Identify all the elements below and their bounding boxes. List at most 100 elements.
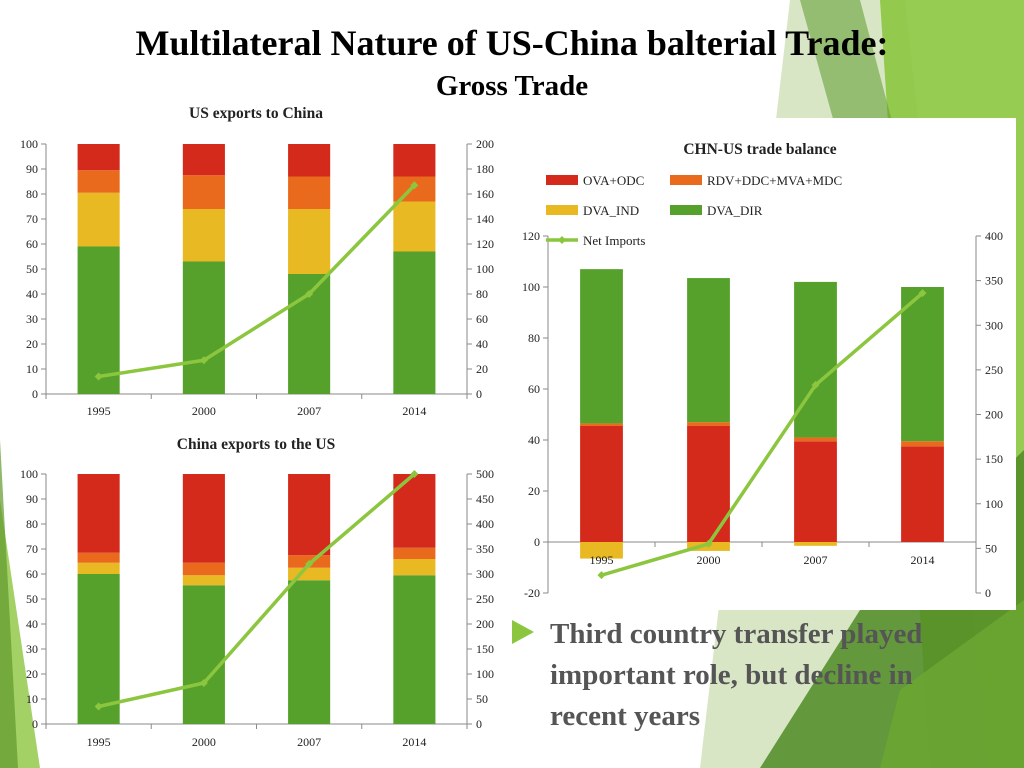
net-imports-marker — [199, 356, 208, 365]
bar-segment-dva-ind — [393, 559, 436, 576]
right-axis-tick-label: 300 — [476, 567, 494, 581]
right-axis-tick-label: 50 — [985, 541, 997, 555]
category-label: 2000 — [697, 553, 721, 567]
bar-segment-dva-dir — [687, 278, 730, 423]
left-axis-tick-label: 80 — [528, 331, 540, 345]
bar-segment-dva-dir — [77, 246, 120, 394]
category-label: 2014 — [402, 735, 426, 749]
left-axis-tick-label: 20 — [528, 484, 540, 498]
bar-segment-rdv-ddc-mva-mdc — [77, 552, 120, 563]
left-axis-tick-label: 50 — [26, 592, 38, 606]
right-axis-tick-label: 0 — [985, 586, 991, 600]
right-axis-tick-label: 60 — [476, 312, 488, 326]
right-axis-tick-label: 100 — [985, 497, 1003, 511]
category-label: 1995 — [87, 404, 111, 418]
bar-segment-rdv-ddc-mva-mdc — [687, 422, 730, 426]
bullet-arrow-icon — [512, 620, 534, 644]
bar-segment-rdv-ddc-mva-mdc — [77, 170, 120, 193]
bar-segment-dva-dir — [794, 281, 837, 438]
chart-title: US exports to China — [189, 105, 323, 122]
right-axis-tick-label: 200 — [476, 617, 494, 631]
bar-segment-dva-dir — [182, 585, 225, 724]
chart-title: CHN-US trade balance — [683, 141, 836, 158]
bar-segment-rdv-ddc-mva-mdc — [182, 175, 225, 209]
category-label: 2014 — [402, 404, 426, 418]
category-label: 2007 — [297, 735, 321, 749]
bar-segment-dva-ind — [77, 192, 120, 247]
right-axis-tick-label: 500 — [476, 467, 494, 481]
left-axis-tick-label: 50 — [26, 262, 38, 276]
bar-segment-ova-odc — [393, 144, 436, 177]
left-axis-tick-label: 90 — [26, 162, 38, 176]
category-label: 2000 — [192, 735, 216, 749]
legend-label: DVA_IND — [583, 203, 639, 218]
bar-segment-dva-dir — [580, 269, 623, 424]
category-label: 2014 — [911, 553, 935, 567]
left-axis-tick-label: 100 — [20, 467, 38, 481]
bar-segment-dva-ind — [182, 209, 225, 262]
net-imports-marker — [811, 381, 820, 390]
left-axis-tick-label: 10 — [26, 362, 38, 376]
bar-segment-dva-dir — [182, 261, 225, 394]
bar-segment-ova-odc — [580, 425, 623, 542]
left-axis-tick-label: 60 — [26, 237, 38, 251]
net-imports-marker — [305, 290, 314, 298]
bar-segment-rdv-ddc-mva-mdc — [393, 547, 436, 559]
slide-title: Multilateral Nature of US-China balteria… — [135, 23, 889, 63]
right-axis-tick-label: 0 — [476, 387, 482, 401]
right-axis-tick-label: 50 — [476, 692, 488, 706]
right-axis-tick-label: 150 — [985, 452, 1003, 466]
left-axis-tick-label: 40 — [26, 287, 38, 301]
us-exports-chart: US exports to China 0 10 20 30 40 50 60 70 80 90 10… — [20, 105, 494, 418]
bar-segment-dva-dir — [393, 575, 436, 724]
left-axis-tick-label: 0 — [32, 717, 38, 731]
legend-label: RDV+DDC+MVA+MDC — [707, 173, 842, 188]
legend-swatch — [670, 205, 702, 215]
bar-segment-dva-ind — [182, 575, 225, 586]
net-imports-marker — [704, 539, 713, 548]
bar-segment-rdv-ddc-mva-mdc — [901, 441, 944, 447]
left-axis-tick-label: 120 — [522, 229, 540, 243]
net-imports-marker — [199, 679, 208, 687]
left-axis-tick-label: 40 — [26, 617, 38, 631]
left-axis-tick-label: 60 — [528, 382, 540, 396]
bar-segment-rdv-ddc-mva-mdc — [794, 437, 837, 442]
bar-segment-ova-odc — [288, 474, 331, 556]
chart-title: China exports to the US — [177, 436, 335, 453]
left-axis-tick-label: 30 — [26, 312, 38, 326]
net-imports-marker — [94, 372, 103, 381]
bullet-text: Third country transfer played important … — [550, 618, 923, 732]
right-axis-tick-label: 100 — [476, 667, 494, 681]
net-imports-marker — [94, 702, 103, 711]
right-axis-tick-label: 350 — [985, 274, 1003, 288]
bar-segment-dva-dir — [901, 287, 944, 442]
bar-segment-rdv-ddc-mva-mdc — [288, 176, 331, 209]
left-axis-tick-label: 0 — [32, 387, 38, 401]
legend-label: OVA+ODC — [583, 173, 644, 188]
left-axis-tick-label: 80 — [26, 517, 38, 531]
left-axis-tick-label: 70 — [26, 212, 38, 226]
left-axis-tick-label: 0 — [534, 535, 540, 549]
bar-segment-ova-odc — [77, 144, 120, 171]
left-axis-tick-label: 20 — [26, 337, 38, 351]
right-axis-tick-label: 250 — [985, 363, 1003, 377]
legend-label: DVA_DIR — [707, 203, 763, 218]
right-axis-tick-label: 100 — [476, 262, 494, 276]
bar-segment-rdv-ddc-mva-mdc — [580, 423, 623, 426]
right-axis-tick-label: 300 — [985, 318, 1003, 332]
bar-segment-dva-dir — [393, 251, 436, 394]
right-axis-tick-label: 200 — [476, 137, 494, 151]
right-axis-tick-label: 150 — [476, 642, 494, 656]
legend-swatch — [546, 205, 578, 215]
net-imports-line — [98, 472, 416, 709]
right-axis-tick-label: 140 — [476, 212, 494, 226]
legend-marker-net-imports — [558, 236, 566, 244]
left-axis-tick-label: 90 — [26, 492, 38, 506]
category-label: 2007 — [297, 404, 321, 418]
right-axis-tick-label: 350 — [476, 542, 494, 556]
left-axis-tick-label: 100 — [522, 280, 540, 294]
bar-segment-ova-odc — [794, 441, 837, 542]
china-exports-chart: China exports to the US 0 10 20 30 40 50 60 70 80… — [20, 436, 494, 749]
left-axis-tick-label: 80 — [26, 187, 38, 201]
